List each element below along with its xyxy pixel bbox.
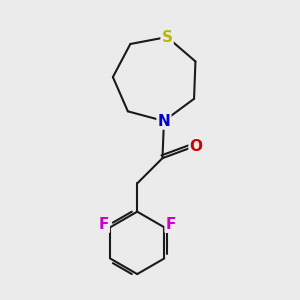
- Text: S: S: [162, 29, 172, 44]
- Text: N: N: [158, 113, 170, 128]
- Text: O: O: [190, 139, 202, 154]
- Text: F: F: [98, 217, 109, 232]
- Text: F: F: [166, 217, 176, 232]
